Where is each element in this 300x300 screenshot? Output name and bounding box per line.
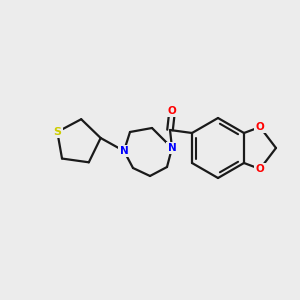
- Text: O: O: [256, 122, 264, 132]
- Text: N: N: [168, 143, 176, 153]
- Text: S: S: [53, 127, 61, 137]
- Text: O: O: [168, 106, 176, 116]
- Text: N: N: [120, 146, 128, 156]
- Text: O: O: [256, 164, 264, 174]
